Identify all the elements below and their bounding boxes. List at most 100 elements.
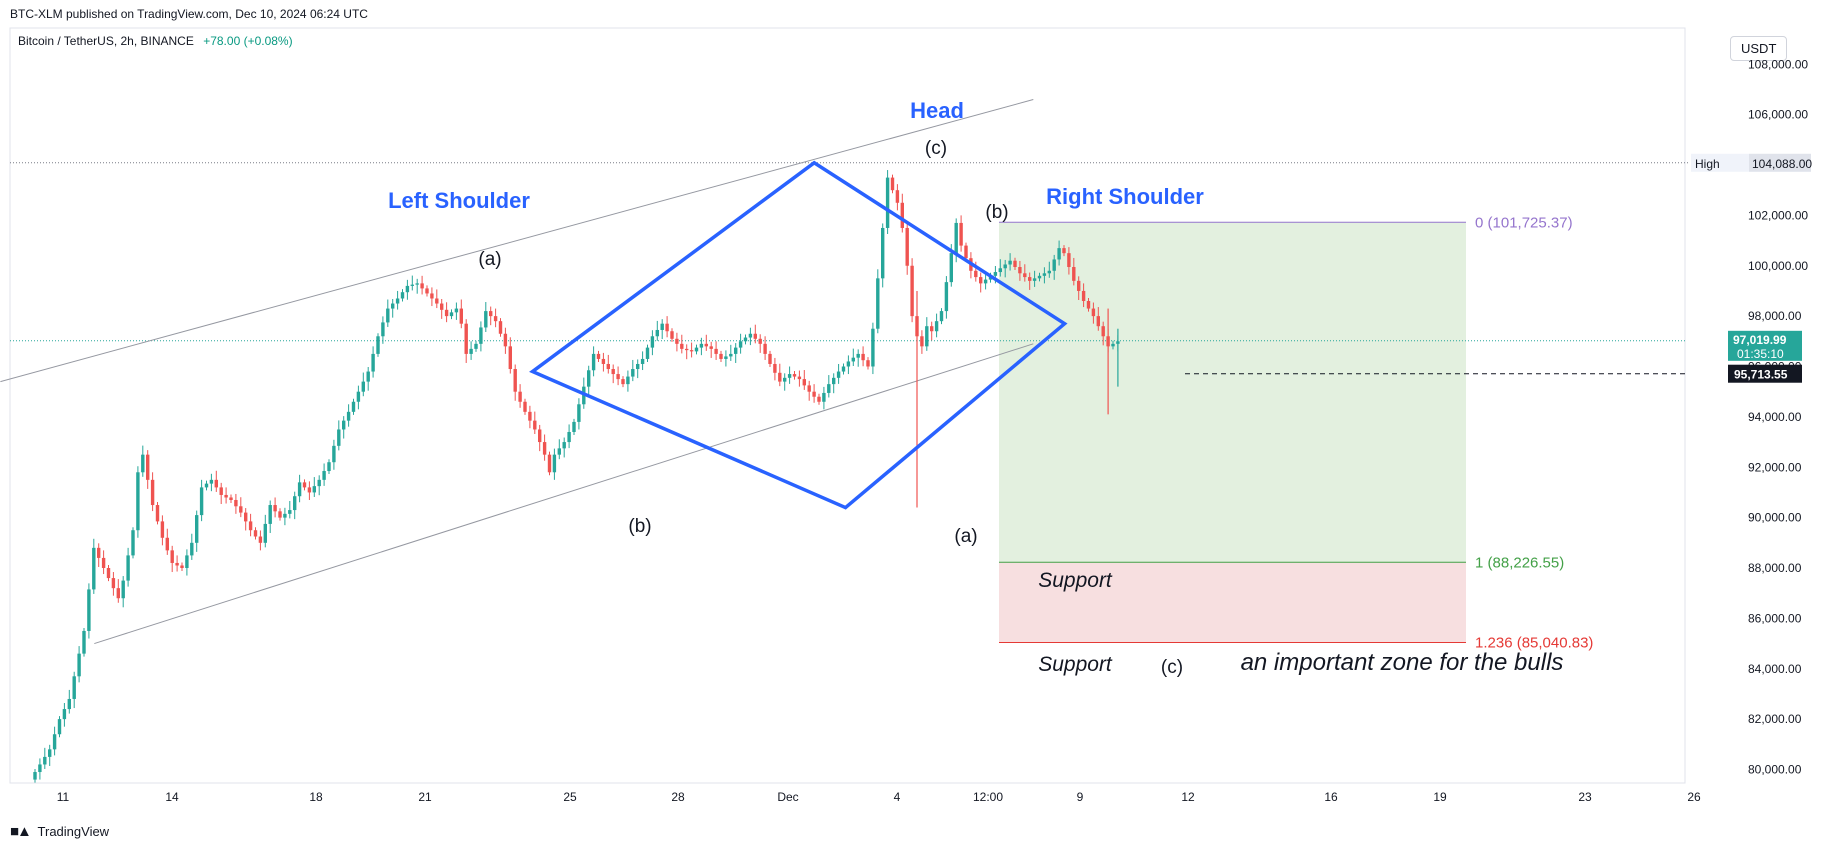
- candle-body: [797, 376, 802, 380]
- candle-body: [748, 333, 753, 338]
- support-upper-label[interactable]: Support: [1038, 569, 1113, 592]
- wave-c-head[interactable]: (c): [925, 138, 947, 159]
- x-tick-label: 16: [1324, 790, 1338, 804]
- candle-body: [150, 479, 155, 506]
- candle-body: [381, 322, 385, 337]
- candle-body: [871, 328, 875, 367]
- candle-body: [268, 505, 272, 524]
- candle-body: [636, 363, 640, 370]
- candle-body: [312, 486, 316, 493]
- x-tick-label: 9: [1077, 790, 1084, 804]
- candle-body: [332, 445, 336, 463]
- diamond-pattern[interactable]: [529, 160, 1068, 510]
- y-tick-label: 82,000.00: [1748, 712, 1802, 726]
- currency-button[interactable]: USDT: [1730, 36, 1788, 61]
- candle-body: [665, 323, 669, 332]
- candle-body: [376, 336, 380, 354]
- candle-body: [170, 550, 174, 563]
- candle-body: [538, 429, 542, 443]
- candle-body: [77, 653, 81, 677]
- candle-body: [131, 530, 135, 556]
- high-tag-label: High: [1695, 157, 1720, 171]
- right-shoulder-label[interactable]: Right Shoulder: [1046, 184, 1204, 209]
- candle-body: [111, 578, 116, 589]
- wave-b-left[interactable]: (b): [628, 516, 651, 537]
- wave-b-right[interactable]: (b): [985, 202, 1008, 223]
- candle-body: [557, 448, 561, 455]
- high-tag-bg: [1691, 153, 1749, 172]
- candle-body: [469, 348, 473, 354]
- x-tick-label: 11: [57, 790, 70, 804]
- wave-a-mid[interactable]: (a): [954, 526, 977, 547]
- candle-body: [1062, 248, 1066, 254]
- candle-body: [1101, 326, 1105, 337]
- symbol-title[interactable]: Bitcoin / TetherUS, 2h, BINANCE +78.00 (…: [18, 34, 293, 48]
- candle-body: [660, 323, 664, 330]
- trendline-upper-channel[interactable]: [0, 99, 1034, 383]
- candle-body: [1077, 280, 1081, 291]
- candle-body: [337, 429, 341, 446]
- candle-body: [430, 293, 434, 299]
- candle-body: [934, 321, 939, 332]
- candles: [33, 170, 1120, 783]
- candle-body: [1086, 301, 1091, 309]
- trendline-lower-channel[interactable]: [94, 343, 1034, 645]
- candle-body: [846, 361, 851, 367]
- head-label[interactable]: Head: [910, 98, 964, 123]
- dashed-level-tag: 95,713.55: [1734, 368, 1788, 382]
- tv-logo-text: TradingView: [37, 824, 110, 839]
- candle-body: [694, 347, 699, 352]
- candle-body: [395, 298, 400, 304]
- candle-body: [391, 303, 395, 309]
- candle-body: [851, 357, 855, 362]
- candle-body: [738, 341, 743, 348]
- wave-c-bottom[interactable]: (c): [1161, 657, 1183, 678]
- candle-body: [1067, 253, 1071, 268]
- candle-body: [714, 348, 718, 354]
- x-tick-label: 26: [1687, 790, 1701, 804]
- profit-zone: [999, 222, 1466, 563]
- fib-level-label: 0 (101,725.37): [1475, 214, 1573, 231]
- candle-body: [366, 371, 370, 382]
- candle-body: [631, 369, 635, 377]
- y-tick-label: 80,000.00: [1748, 763, 1802, 777]
- candle-body: [258, 536, 263, 543]
- candle-body: [704, 343, 708, 347]
- candle-body: [444, 309, 449, 317]
- candle-body: [1042, 273, 1047, 276]
- candle-body: [239, 506, 243, 513]
- candle-body: [386, 308, 390, 323]
- candle-body: [709, 346, 713, 349]
- x-tick-label: 19: [1433, 790, 1447, 804]
- candle-body: [930, 326, 934, 332]
- candle-body: [753, 333, 757, 339]
- y-tick-label: 98,000.00: [1748, 309, 1802, 323]
- candle-body: [964, 245, 968, 259]
- candle-body: [513, 369, 517, 392]
- candle-body: [48, 749, 52, 757]
- y-tick-label: 92,000.00: [1748, 460, 1802, 474]
- support-lower-label[interactable]: Support: [1038, 653, 1113, 676]
- candle-body: [675, 338, 679, 344]
- publish-info: BTC-XLM published on TradingView.com, De…: [10, 7, 368, 21]
- candle-body: [807, 385, 811, 392]
- x-tick-label: 18: [309, 790, 323, 804]
- candle-body: [841, 366, 846, 372]
- candle-body: [405, 285, 410, 293]
- candle-body: [616, 374, 620, 380]
- left-shoulder-label[interactable]: Left Shoulder: [388, 188, 530, 213]
- zone-note-label[interactable]: an important zone for the bulls: [1241, 649, 1564, 676]
- candle-body: [342, 420, 346, 430]
- candle-body: [474, 343, 478, 349]
- candle-body: [190, 542, 194, 556]
- candle-body: [768, 353, 772, 364]
- candle-body: [1023, 273, 1027, 278]
- candle-body: [195, 515, 199, 543]
- wave-a-left[interactable]: (a): [478, 249, 501, 270]
- candle-body: [523, 401, 527, 412]
- candle-body: [43, 756, 47, 765]
- candle-body: [62, 709, 67, 720]
- candle-body: [998, 268, 1002, 273]
- candle-body: [572, 421, 576, 432]
